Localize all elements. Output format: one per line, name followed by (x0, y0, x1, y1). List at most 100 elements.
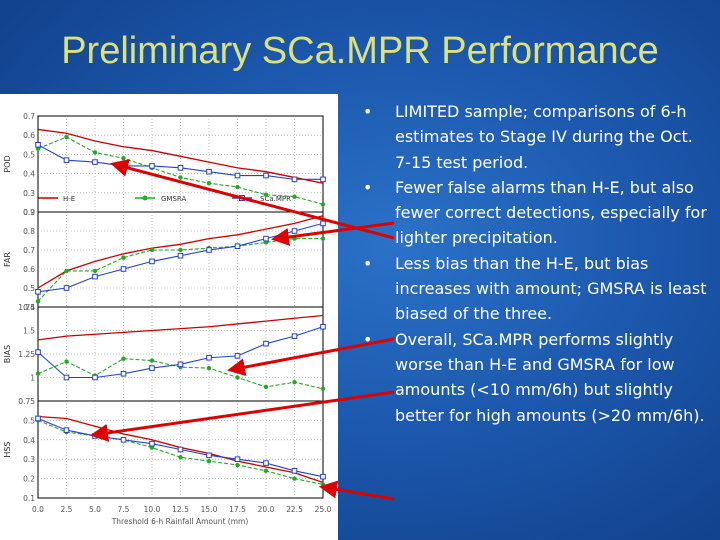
data-point (35, 299, 41, 304)
slide-title: Preliminary SCa.MPR Performance (61, 30, 659, 72)
data-point (63, 427, 70, 433)
data-point (64, 134, 69, 140)
data-point (63, 285, 70, 291)
data-point (234, 243, 241, 249)
data-point (149, 163, 155, 169)
data-point (178, 455, 183, 460)
bullet-text: Overall, SCa.MPR performs slightly worse… (395, 329, 705, 425)
y-tick-label: 1.75 (18, 303, 35, 312)
data-point (177, 446, 184, 453)
x-tick-label: 17.5 (229, 505, 246, 514)
annotation-arrow (227, 337, 395, 377)
data-point (206, 168, 212, 175)
data-point (263, 340, 269, 347)
data-point (35, 289, 41, 295)
data-point (234, 172, 241, 179)
data-point (177, 165, 184, 171)
data-point (178, 175, 183, 180)
data-point (234, 456, 241, 462)
data-point (206, 247, 212, 253)
chart-panel-bias: 0.75 1 1.25 1.5 1.75 BIAS (3, 303, 326, 406)
y-tick-label: 0.1 (23, 494, 35, 503)
y-tick-label: 0.6 (23, 265, 35, 274)
bullet-dot: • (363, 177, 373, 197)
data-point (120, 266, 127, 272)
data-point (234, 353, 241, 359)
x-tick-label: 22.5 (286, 505, 303, 514)
y-axis-label: BIAS (3, 345, 12, 363)
data-point (320, 236, 326, 241)
legend-entry: GMSRA (135, 195, 186, 203)
data-point (263, 192, 269, 197)
data-point (178, 247, 183, 253)
y-tick-label: 0.75 (18, 397, 35, 406)
data-point (206, 181, 212, 186)
legend-marker (142, 195, 148, 201)
data-point (92, 273, 98, 280)
data-point (177, 252, 184, 259)
y-tick-label: 0.4 (23, 170, 35, 179)
data-point (320, 202, 326, 207)
data-point (149, 247, 155, 253)
data-point (64, 359, 69, 364)
bullet-list: • LIMITED sample; comparisons of 6-h esti… (361, 99, 713, 428)
y-tick-label: 0.5 (23, 416, 35, 425)
bullet-dot: • (363, 329, 373, 349)
data-point (149, 258, 155, 265)
y-tick-label: 0.3 (23, 455, 35, 464)
data-point (320, 473, 326, 480)
data-point (320, 323, 326, 330)
data-point (263, 460, 269, 466)
data-point (63, 157, 70, 163)
data-point (92, 150, 98, 155)
series-line-h-e (37, 314, 324, 341)
x-tick-label: 0.0 (32, 505, 44, 514)
x-tick-label: 12.5 (172, 505, 189, 514)
annotation-arrow (90, 390, 395, 442)
data-point (263, 235, 269, 242)
data-point (64, 268, 69, 274)
data-point (149, 358, 155, 363)
data-point (235, 375, 240, 380)
data-point (320, 386, 326, 391)
x-tick-label: 7.5 (118, 505, 130, 514)
annotation-arrow (319, 480, 395, 501)
data-point (92, 374, 98, 381)
y-tick-label: 1.25 (18, 350, 35, 359)
data-point (292, 476, 297, 481)
x-tick-label: 15.0 (201, 505, 218, 514)
data-point (291, 468, 298, 474)
data-point (263, 384, 269, 390)
chart-panel-pod: 0.2 0.3 0.4 0.5 0.6 0.7 POD (3, 112, 326, 217)
data-point (291, 228, 298, 234)
bullet-item: • Fewer false alarms than H-E, but also f… (361, 175, 713, 251)
series-line-h-e (37, 128, 324, 184)
data-point (120, 437, 127, 443)
data-point (35, 142, 41, 148)
y-tick-label: 0.5 (23, 284, 35, 293)
data-point (92, 268, 98, 274)
y-tick-label: 0.3 (23, 189, 35, 198)
y-tick-label: 0.7 (23, 246, 35, 255)
data-point (120, 370, 127, 377)
legend-entry: H-E (38, 195, 75, 203)
x-tick-label: 10.0 (144, 505, 161, 514)
data-point (263, 468, 269, 474)
y-tick-label: 0.8 (23, 227, 35, 236)
data-point (206, 365, 212, 371)
data-point (320, 220, 326, 227)
legend-label: GMSRA (161, 195, 186, 203)
bullet-item: • Less bias than the H-E, but bias increa… (361, 251, 713, 327)
performance-chart: H-E GMSRA SCa.MPR0.20.30.40.50.60.7POD0.40… (3, 112, 332, 526)
y-tick-label: 0.6 (23, 131, 35, 140)
data-point (320, 176, 326, 183)
x-tick-label: 25.0 (315, 505, 332, 514)
data-point (35, 349, 41, 355)
data-point (149, 365, 155, 371)
data-point (121, 356, 126, 361)
bullet-text: Less bias than the H-E, but bias increas… (395, 253, 707, 324)
data-point (291, 176, 298, 183)
annotation-arrow (110, 159, 395, 240)
